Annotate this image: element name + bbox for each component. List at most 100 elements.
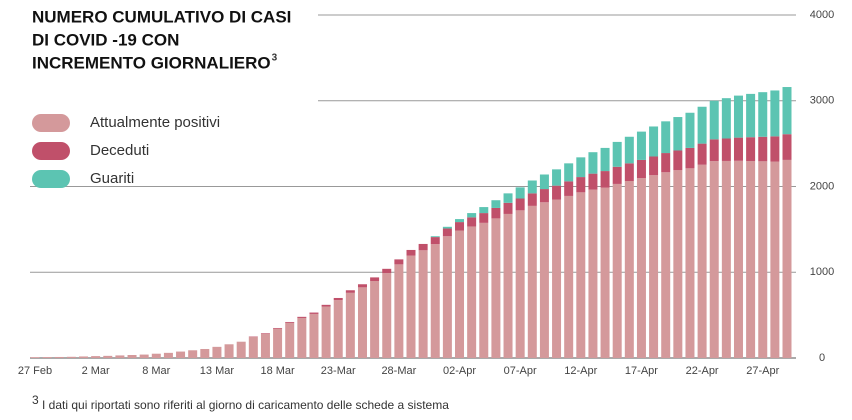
bar-segment — [321, 306, 331, 358]
bar-segment — [746, 137, 756, 162]
bar-segment — [673, 170, 683, 358]
bar-segment — [770, 161, 780, 358]
bar-segment — [115, 355, 125, 358]
bar-segment — [564, 163, 574, 182]
x-tick-label: 2 Mar — [82, 365, 110, 377]
bar-segment — [612, 166, 622, 184]
bar-segment — [467, 213, 477, 218]
bar-segment — [382, 268, 392, 274]
title-note: 3 — [272, 53, 278, 64]
bar-segment — [491, 207, 501, 219]
bar-segment — [564, 181, 574, 196]
footnote-mark: 3 — [32, 393, 39, 407]
bar-segment — [697, 143, 707, 165]
bar-segment — [782, 87, 792, 135]
bar-segment — [661, 172, 671, 358]
bar-segment — [333, 300, 343, 358]
bar-segment — [600, 147, 610, 172]
bar-segment — [746, 161, 756, 358]
y-tick-label: 1000 — [810, 266, 834, 278]
legend-swatch — [32, 114, 70, 132]
bar-segment — [527, 205, 537, 358]
y-tick-label: 4000 — [810, 9, 834, 21]
bar-segment — [685, 147, 695, 169]
bar-segment — [649, 175, 659, 358]
x-tick-label: 22-Apr — [686, 365, 719, 377]
bar-segment — [455, 222, 465, 231]
bar-segment — [491, 218, 501, 358]
bar-segment — [552, 199, 562, 358]
bar-segment — [758, 136, 768, 162]
bar-segment — [576, 192, 586, 358]
bar-segment — [442, 236, 452, 358]
bar-segment — [273, 328, 283, 358]
bar-segment — [370, 277, 380, 281]
x-tick-label: 27-Apr — [746, 365, 779, 377]
bar-segment — [515, 210, 525, 358]
bar-segment — [30, 357, 40, 358]
bar-segment — [467, 226, 477, 358]
x-tick-label: 17-Apr — [625, 365, 658, 377]
bar-segment — [588, 152, 598, 174]
bar-segment — [576, 157, 586, 178]
bar-segment — [406, 249, 416, 256]
bar-segment — [309, 312, 319, 314]
y-tick-label: 3000 — [810, 95, 834, 107]
bar-segment — [661, 121, 671, 154]
bar-segment — [527, 180, 537, 194]
bar-segment — [600, 187, 610, 358]
y-tick-label: 0 — [819, 352, 825, 364]
bar-segment — [394, 259, 404, 265]
bar-segment — [382, 273, 392, 358]
bar-segment — [515, 187, 525, 199]
legend-swatch — [32, 170, 70, 188]
bar-segment — [406, 255, 416, 358]
bar-segment — [612, 141, 622, 167]
bar-segment — [673, 117, 683, 151]
bar-segment — [709, 161, 719, 358]
bar-segment — [42, 357, 52, 358]
bar-segment — [503, 202, 513, 214]
bar-segment — [442, 228, 452, 237]
bar-segment — [79, 356, 89, 358]
bar-segment — [624, 136, 634, 164]
bar-segment — [515, 198, 525, 211]
bar-segment — [491, 200, 501, 208]
footnote: I dati qui riportati sono riferiti al gi… — [42, 398, 449, 412]
bar-segment — [285, 322, 295, 358]
bar-segment — [430, 236, 440, 238]
y-tick-label: 2000 — [810, 180, 834, 192]
bar-segment — [733, 137, 743, 161]
bar-segment — [636, 159, 646, 179]
bar-segment — [539, 202, 549, 358]
bar-segment — [661, 153, 671, 173]
x-tick-label: 28-Mar — [381, 365, 416, 377]
bar-segment — [503, 193, 513, 203]
bar-segment — [418, 243, 428, 251]
bar-segment — [418, 250, 428, 358]
bar-segment — [552, 169, 562, 186]
bar-segment — [479, 213, 489, 223]
bar-segment — [479, 222, 489, 358]
x-tick-label: 18 Mar — [260, 365, 295, 377]
bar-segment — [321, 304, 331, 307]
bar-segment — [345, 290, 355, 293]
bar-segment — [588, 173, 598, 190]
bar-segment — [770, 90, 780, 137]
bar-segment — [212, 346, 222, 358]
bar-segment — [127, 354, 137, 358]
bar-segment — [430, 244, 440, 358]
bar-segment — [721, 98, 731, 139]
bar-segment — [770, 136, 780, 162]
bar-segment — [721, 160, 731, 358]
bar-segment — [479, 207, 489, 214]
bar-segment — [297, 316, 307, 318]
chart-title: INCREMENTO GIORNALIERO — [32, 53, 271, 72]
bar-segment — [467, 217, 477, 227]
x-tick-label: 07-Apr — [504, 365, 537, 377]
bar-segment — [103, 355, 113, 358]
bar-segment — [564, 195, 574, 358]
bar-segment — [576, 177, 586, 193]
bar-segment — [600, 171, 610, 188]
legend-label: Attualmente positivi — [90, 114, 220, 131]
